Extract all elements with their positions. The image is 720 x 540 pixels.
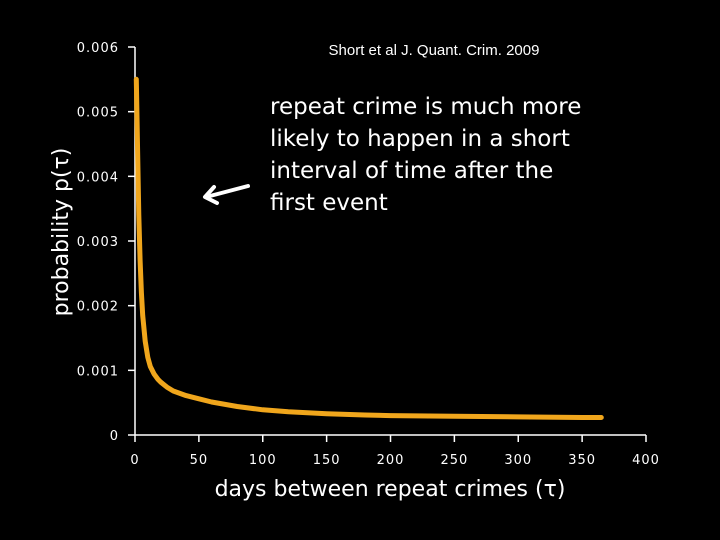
y-tick-label: 0.002 — [77, 300, 119, 315]
x-tick-label: 200 — [377, 453, 405, 468]
annotation-line-1: repeat crime is much more — [270, 94, 581, 120]
x-tick-label: 0 — [130, 453, 139, 468]
y-tick-label: 0.001 — [77, 364, 119, 379]
x-tick-label: 250 — [440, 453, 468, 468]
annotation-arrow — [203, 184, 250, 205]
annotation: repeat crime is much more likely to happ… — [270, 94, 581, 216]
x-tick-label: 350 — [568, 453, 596, 468]
x-tick-label: 50 — [190, 453, 209, 468]
y-tick-label: 0.005 — [77, 106, 119, 121]
series-line-0 — [133, 76, 604, 420]
y-axis-title: probability p(τ) — [49, 148, 74, 317]
x-axis-title: days between repeat crimes (τ) — [215, 477, 566, 502]
x-tick-label: 100 — [249, 453, 277, 468]
source-note: Short et al J. Quant. Crim. 2009 — [329, 42, 540, 59]
y-tick-label: 0 — [110, 429, 119, 444]
x-tick-label: 150 — [313, 453, 341, 468]
x-ticks: 0 50 100 150 200 250 300 350 400 — [130, 435, 660, 468]
x-tick-label: 400 — [632, 453, 660, 468]
y-tick-label: 0.006 — [77, 41, 119, 56]
y-tick-label: 0.003 — [77, 235, 119, 250]
y-ticks: 0 0.001 0.002 0.003 0.004 0.005 0.006 — [77, 41, 135, 444]
series-group — [133, 76, 604, 420]
y-tick-label: 0.004 — [77, 170, 119, 185]
annotation-line-4: first event — [270, 190, 388, 216]
annotation-line-3: interval of time after the — [270, 158, 553, 184]
x-tick-label: 300 — [504, 453, 532, 468]
annotation-line-2: likely to happen in a short — [270, 126, 570, 152]
